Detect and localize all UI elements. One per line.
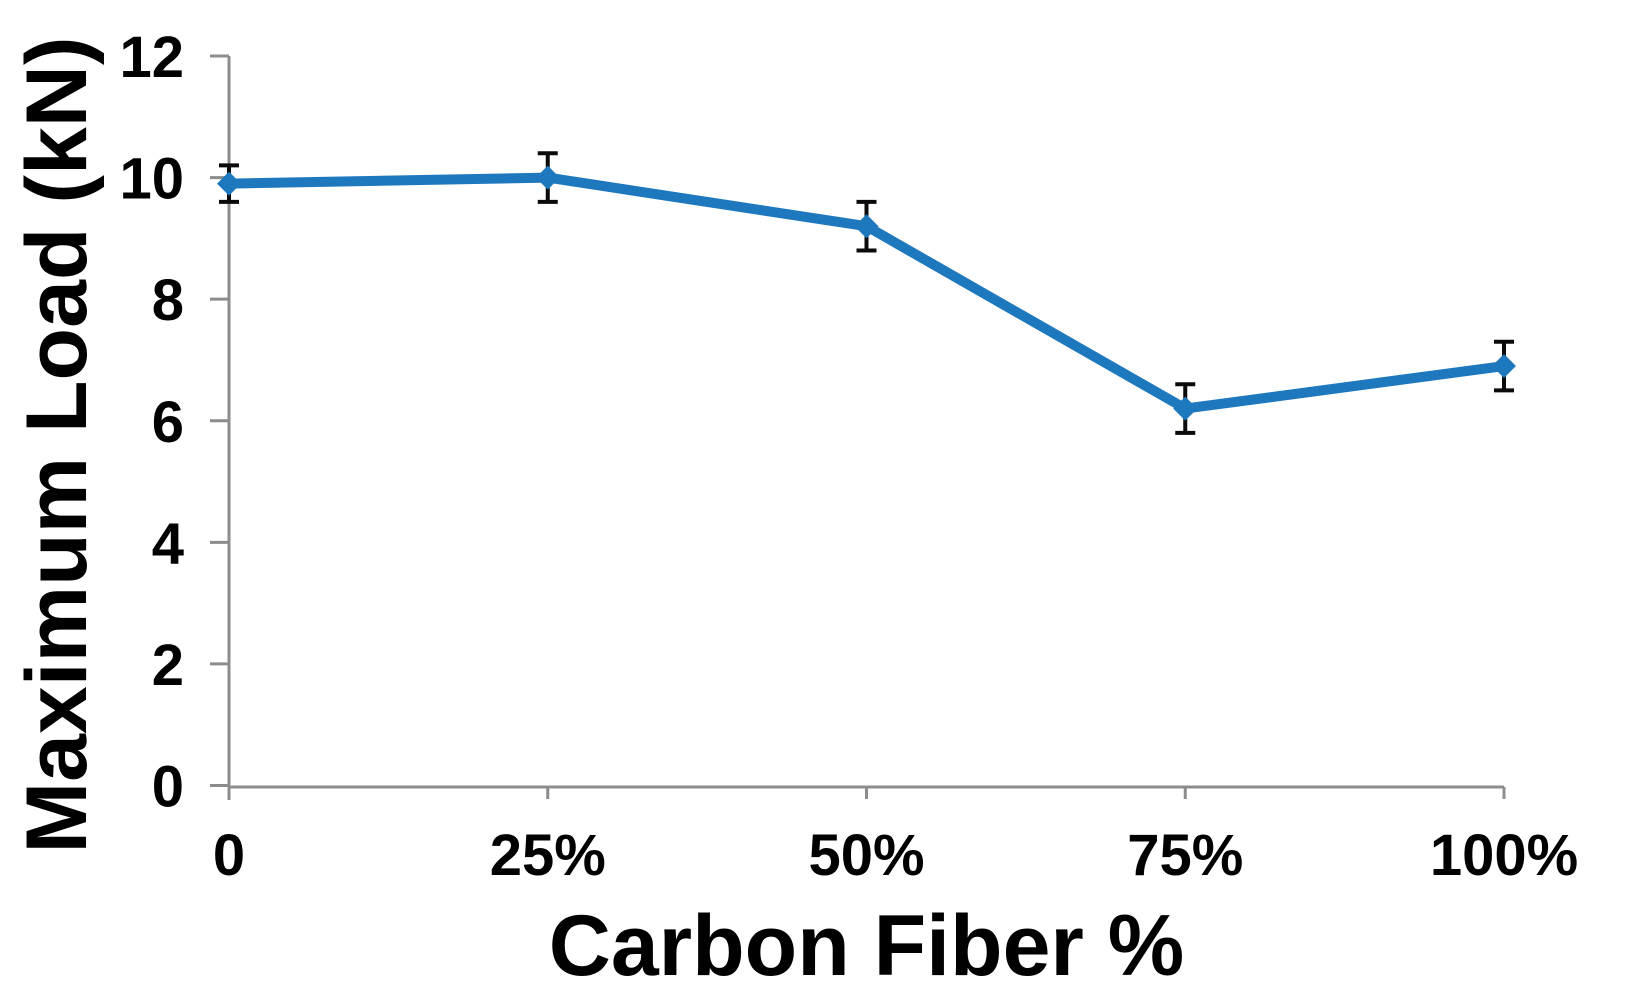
x-axis-title: Carbon Fiber % [548,898,1185,994]
x-tick-label: 25% [490,823,606,888]
y-tick-label: 10 [119,147,184,212]
x-tick-label: 100% [1430,823,1578,888]
y-tick-label: 2 [152,633,184,698]
y-axis-title: Maximum Load (kN) [9,36,105,854]
data-point-marker [1492,354,1516,379]
y-tick-label: 0 [152,755,184,820]
data-point-marker [854,214,879,239]
x-tick-label: 0 [213,823,245,888]
y-tick-label: 4 [152,511,184,576]
data-point-marker [535,165,560,190]
y-tick-label: 8 [152,268,184,333]
y-tick-label: 6 [152,390,184,455]
y-tick-label: 12 [119,25,184,90]
data-point-marker [1173,396,1198,421]
x-tick-label: 75% [1127,823,1243,888]
x-tick-label: 50% [808,823,924,888]
data-point-marker [217,171,241,196]
